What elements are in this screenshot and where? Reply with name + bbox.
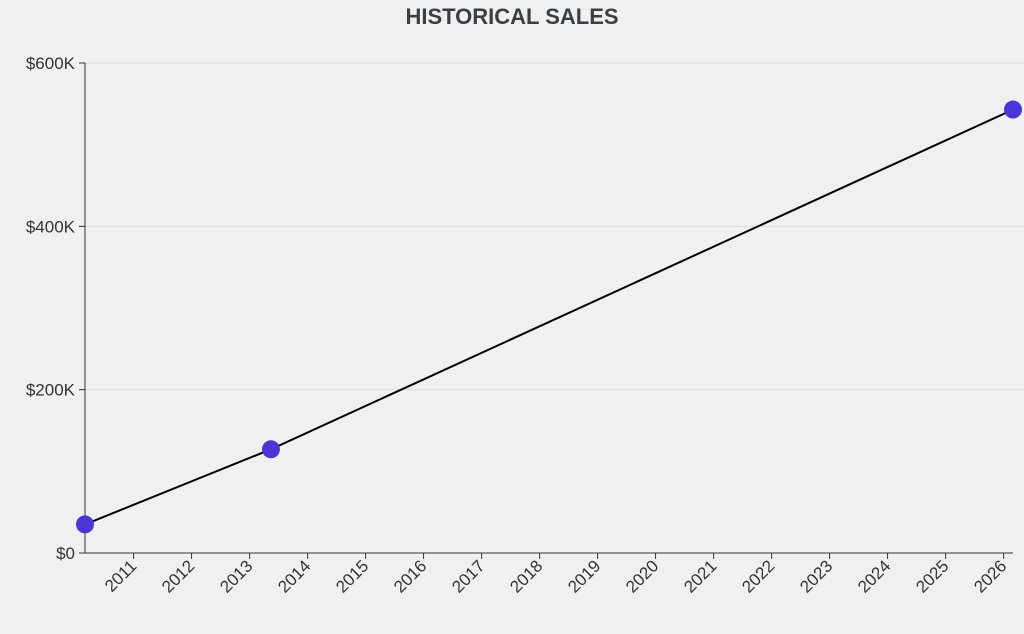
data-point-marker (76, 515, 94, 534)
data-point-marker (1004, 100, 1022, 119)
x-tick-label: 2019 (564, 556, 604, 596)
series-layer (76, 100, 1022, 534)
x-tick-label: 2025 (912, 556, 952, 596)
x-tick-label: 2017 (448, 556, 488, 596)
y-tick-label: $600K (26, 54, 76, 73)
x-tick-label: 2024 (854, 556, 894, 596)
gridlines (85, 62, 1024, 391)
x-tick-label: 2020 (622, 556, 662, 596)
y-tick-label: $0 (56, 544, 75, 563)
x-tick-label: 2021 (680, 556, 720, 596)
x-tick-label: 2014 (274, 556, 314, 596)
x-tick-label: 2011 (101, 556, 140, 595)
series-line (84, 108, 1014, 526)
x-tick-label: 2016 (390, 556, 430, 596)
x-tick-label: 2023 (796, 556, 836, 596)
data-point-marker (261, 440, 280, 459)
y-tick-label: $200K (26, 381, 76, 400)
y-tick-label: $400K (26, 217, 76, 236)
x-tick-label: 2026 (970, 556, 1010, 596)
chart-title: HISTORICAL SALES (405, 4, 619, 29)
x-tick-label: 2018 (506, 556, 546, 596)
x-tick-label: 2015 (332, 556, 372, 596)
x-tick-label: 2013 (216, 556, 256, 596)
axes: $0 $200K $400K $600K 2011 2012 2013 2014 2015 201… (26, 54, 1013, 597)
x-tick-label: 2012 (158, 556, 198, 596)
x-tick-label: 2022 (738, 556, 778, 596)
